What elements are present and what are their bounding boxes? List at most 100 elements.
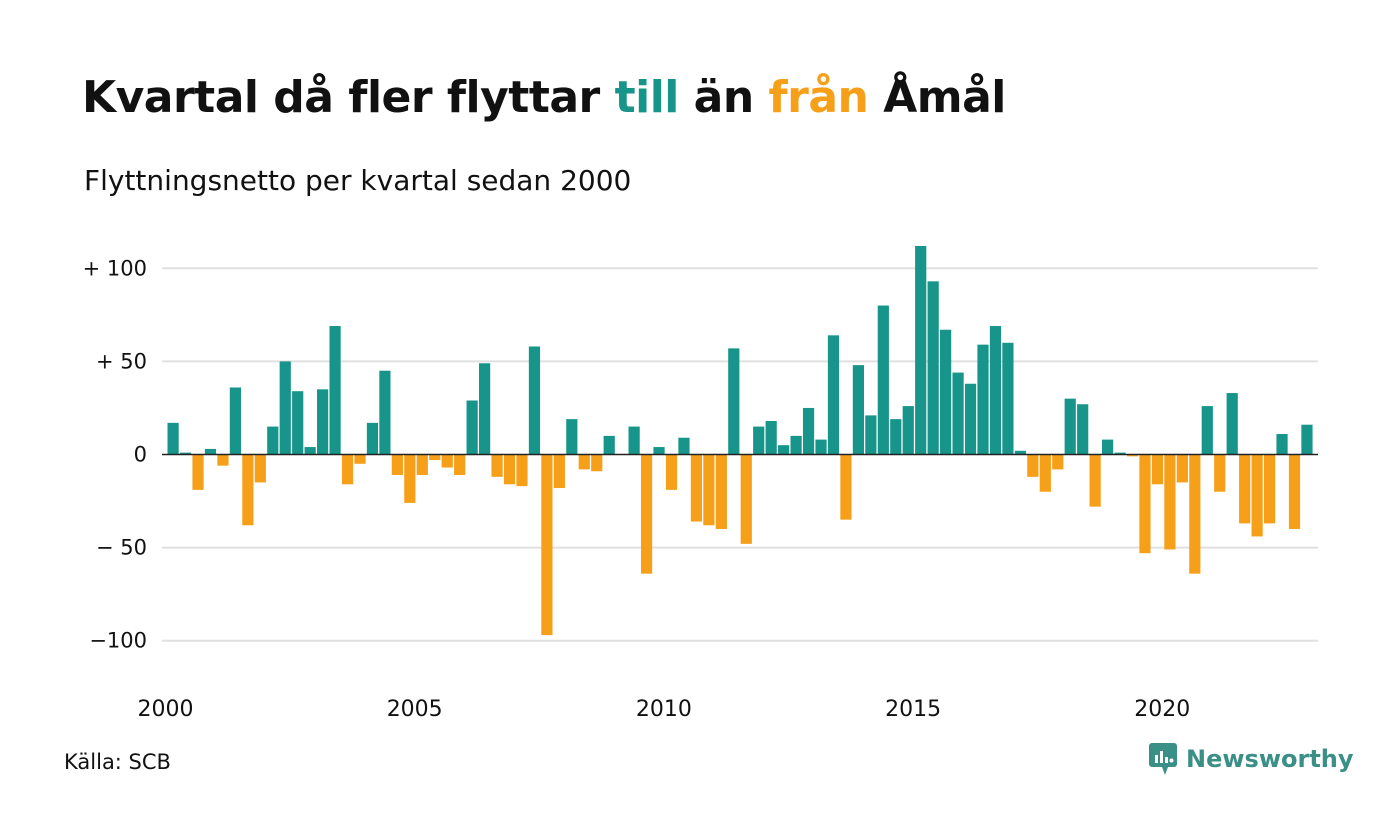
bar bbox=[977, 344, 989, 455]
bar bbox=[528, 346, 541, 455]
bar bbox=[578, 454, 590, 470]
bar bbox=[267, 426, 279, 455]
bar bbox=[1288, 454, 1301, 529]
bar bbox=[1276, 434, 1288, 455]
bar bbox=[1039, 454, 1051, 492]
bar bbox=[1201, 406, 1213, 455]
bar bbox=[1126, 454, 1139, 457]
title-fran: från bbox=[768, 72, 869, 123]
bar bbox=[491, 454, 503, 477]
bar bbox=[441, 454, 453, 468]
title-part-3: Åmål bbox=[868, 72, 1006, 123]
bar bbox=[964, 383, 977, 455]
bar bbox=[404, 454, 416, 503]
bar bbox=[391, 454, 403, 475]
bar bbox=[1089, 454, 1101, 507]
bar bbox=[1189, 454, 1201, 574]
bar bbox=[1002, 342, 1014, 455]
y-tick-label: + 100 bbox=[83, 256, 147, 280]
bar bbox=[1102, 439, 1114, 455]
x-tick-label: 2000 bbox=[138, 697, 194, 722]
x-tick-label: 2010 bbox=[636, 697, 692, 722]
bar bbox=[1251, 454, 1263, 537]
bar bbox=[566, 419, 578, 455]
bar bbox=[865, 415, 877, 455]
bar bbox=[317, 389, 329, 455]
bar bbox=[1014, 450, 1026, 455]
bar bbox=[479, 363, 491, 455]
bar bbox=[204, 448, 217, 455]
bar bbox=[989, 326, 1002, 455]
x-tick-label: 2020 bbox=[1134, 697, 1190, 722]
bar bbox=[466, 400, 478, 455]
bar bbox=[778, 445, 790, 455]
bar bbox=[1027, 454, 1039, 477]
bar bbox=[915, 245, 927, 455]
bar bbox=[229, 387, 241, 455]
chart-subtitle: Flyttningsnetto per kvartal sedan 2000 bbox=[84, 164, 632, 197]
bar bbox=[1151, 454, 1164, 485]
bar bbox=[1164, 454, 1176, 550]
bar bbox=[728, 348, 740, 455]
bar bbox=[902, 406, 914, 455]
bar bbox=[217, 454, 229, 466]
bar bbox=[790, 435, 802, 455]
title-part-1: Kvartal då fler flyttar bbox=[82, 72, 615, 123]
bar bbox=[1114, 452, 1126, 455]
bar bbox=[1226, 393, 1238, 455]
chart-title: Kvartal då fler flyttar till än från Åmå… bbox=[82, 72, 1006, 123]
bar bbox=[192, 454, 204, 490]
x-tick-label: 2005 bbox=[387, 697, 443, 722]
bar bbox=[279, 361, 291, 455]
y-tick-label: − 50 bbox=[96, 536, 147, 560]
bar bbox=[292, 391, 304, 455]
bar bbox=[503, 454, 516, 485]
bar bbox=[516, 454, 528, 487]
bar bbox=[715, 454, 727, 529]
bar bbox=[952, 372, 964, 455]
title-till: till bbox=[614, 72, 680, 123]
bar bbox=[703, 454, 715, 526]
bar bbox=[753, 426, 765, 455]
bar bbox=[877, 305, 889, 455]
bar bbox=[890, 419, 902, 455]
bar bbox=[690, 454, 703, 522]
bar bbox=[740, 454, 752, 544]
bar bbox=[591, 454, 603, 472]
bar bbox=[553, 454, 565, 489]
bar bbox=[678, 437, 690, 455]
y-tick-label: −100 bbox=[89, 629, 147, 653]
bar bbox=[341, 454, 354, 485]
bar bbox=[628, 426, 640, 455]
source-note: Källa: SCB bbox=[64, 750, 171, 774]
title-part-2: än bbox=[678, 72, 769, 123]
bar bbox=[429, 454, 441, 461]
bar bbox=[1064, 398, 1076, 455]
bar bbox=[354, 454, 366, 464]
bar bbox=[242, 454, 254, 526]
y-tick-label: + 50 bbox=[96, 349, 147, 373]
newsworthy-logo-icon bbox=[1149, 743, 1177, 775]
bar bbox=[665, 454, 678, 490]
y-tick-label: 0 bbox=[134, 443, 147, 467]
bar bbox=[1052, 454, 1064, 470]
brand-logo: Newsworthy bbox=[1148, 742, 1354, 776]
bar bbox=[454, 454, 466, 475]
brand-name: Newsworthy bbox=[1186, 745, 1354, 773]
bar bbox=[1263, 454, 1276, 524]
bar bbox=[1214, 454, 1226, 492]
bar bbox=[379, 370, 391, 455]
bar bbox=[852, 365, 864, 455]
bar bbox=[416, 454, 428, 475]
bar-chart: + 100 + 50 0 − 50 −100 2000 2005 2010 2015 2020 bbox=[83, 245, 1318, 722]
bar bbox=[840, 454, 852, 520]
bar bbox=[304, 447, 316, 455]
bar bbox=[827, 335, 840, 455]
bar bbox=[329, 326, 341, 455]
bar bbox=[1139, 454, 1151, 554]
bar bbox=[1176, 454, 1188, 483]
bar bbox=[815, 439, 827, 455]
bar bbox=[927, 281, 939, 455]
bar bbox=[254, 454, 266, 483]
bar bbox=[366, 422, 379, 455]
